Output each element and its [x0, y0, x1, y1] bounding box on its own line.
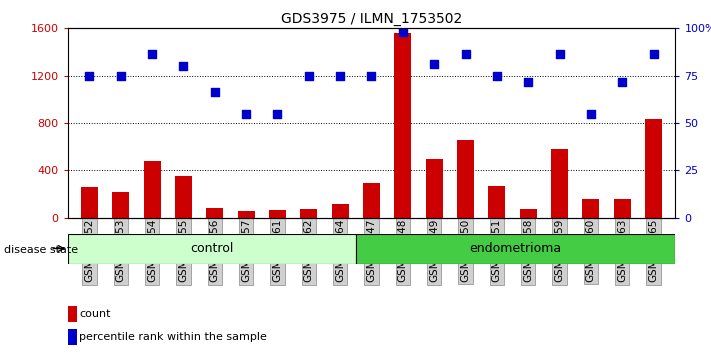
Point [303, 73, 314, 79]
Point [115, 73, 127, 79]
Point [429, 61, 440, 67]
Bar [645, 119, 662, 218]
Bar [520, 210, 537, 218]
Bar [426, 159, 443, 218]
Bar [488, 186, 506, 218]
Bar [363, 183, 380, 218]
Point [334, 73, 346, 79]
Point [397, 29, 409, 35]
Point [460, 52, 471, 57]
Bar [300, 210, 317, 218]
Bar [175, 176, 192, 218]
Text: disease state: disease state [4, 245, 77, 255]
Point [491, 73, 503, 79]
Bar [394, 33, 412, 218]
Point [146, 52, 158, 57]
Bar [206, 208, 223, 218]
Bar [237, 211, 255, 218]
Bar [457, 139, 474, 218]
Bar [331, 204, 349, 218]
Text: endometrioma: endometrioma [469, 242, 562, 255]
Point [585, 111, 597, 116]
FancyBboxPatch shape [68, 234, 356, 264]
Bar [144, 161, 161, 218]
Point [240, 111, 252, 116]
Point [272, 111, 283, 116]
Point [84, 73, 95, 79]
Point [178, 63, 189, 69]
Point [366, 73, 378, 79]
Title: GDS3975 / ILMN_1753502: GDS3975 / ILMN_1753502 [281, 12, 462, 26]
Bar [582, 199, 599, 218]
Point [648, 52, 659, 57]
Bar [269, 210, 286, 218]
Point [523, 79, 534, 84]
Point [209, 90, 220, 95]
Bar [551, 149, 568, 218]
Bar [68, 306, 77, 321]
FancyBboxPatch shape [356, 234, 675, 264]
Bar [81, 187, 98, 218]
Text: percentile rank within the sample: percentile rank within the sample [80, 332, 267, 342]
Bar [68, 329, 77, 345]
Point [554, 52, 565, 57]
Bar [112, 192, 129, 218]
Point [616, 79, 628, 84]
Bar [614, 199, 631, 218]
Text: count: count [80, 309, 111, 319]
Text: control: control [190, 242, 233, 255]
